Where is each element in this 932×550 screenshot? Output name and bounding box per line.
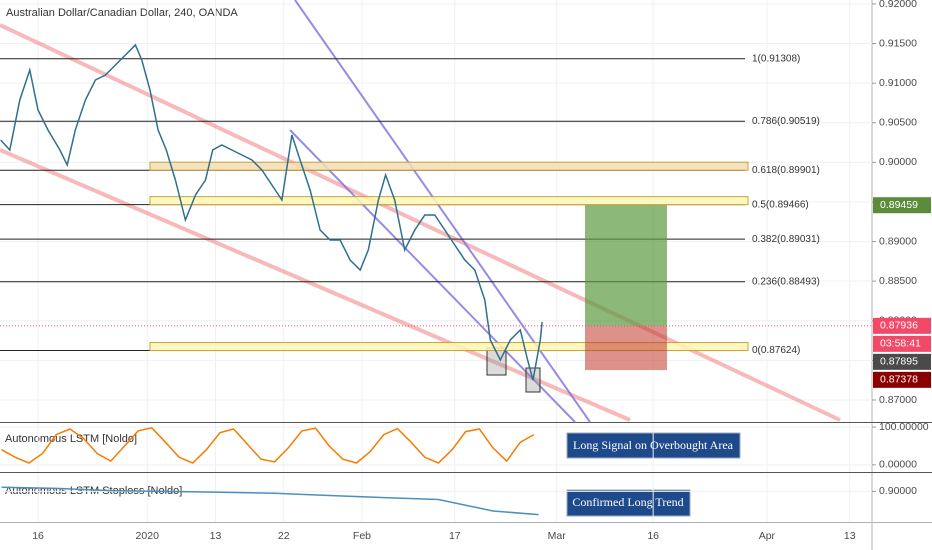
- trend-line: [0, 148, 631, 422]
- x-tick-label: 13: [844, 530, 856, 542]
- zone: [149, 342, 749, 352]
- fib-label: 0(0.87624): [752, 345, 800, 356]
- chart-title: Australian Dollar/Canadian Dollar, 240, …: [6, 7, 238, 19]
- price-label: 0.89459: [880, 199, 918, 211]
- price-line: [0, 43, 543, 381]
- zone: [149, 161, 749, 171]
- x-tick-label: 22: [278, 530, 290, 542]
- price-label-box: [873, 317, 931, 334]
- price-line: [1, 486, 539, 516]
- zone: [149, 196, 749, 206]
- y-tick-label: 0.91500: [879, 37, 917, 49]
- price-label-box: [873, 335, 931, 352]
- y-tick-label: 0.91000: [879, 77, 917, 89]
- y-tick-label: 0.90000: [879, 485, 917, 497]
- x-tick-label: 16: [32, 530, 44, 542]
- y-tick-label: 0.90500: [879, 117, 917, 129]
- channel-line: [289, 129, 576, 423]
- profit-zone: [585, 205, 667, 326]
- y-tick-label: 0.87000: [879, 394, 917, 406]
- x-tick-label: 17: [449, 530, 461, 542]
- price-label: 0.87936: [880, 320, 918, 332]
- fib-label: 0.786(0.90519): [752, 116, 820, 127]
- price-line: [1, 426, 535, 464]
- fib-label: 0.382(0.89031): [752, 234, 820, 245]
- price-label-box: [873, 353, 931, 370]
- price-label: 0.87378: [880, 374, 918, 386]
- fib-label: 0.5(0.89466): [752, 199, 809, 210]
- fib-label: 1(0.91308): [752, 53, 800, 64]
- price-label: 0.87895: [880, 356, 918, 368]
- y-tick-label: 0.89000: [879, 235, 917, 247]
- price-label: 03:58:41: [880, 338, 921, 350]
- y-tick-label: 0.92000: [879, 0, 917, 10]
- fib-label: 0.236(0.88493): [752, 276, 820, 287]
- y-tick-label: 0.00000: [879, 459, 917, 471]
- y-tick-label: 0.90000: [879, 156, 917, 168]
- x-tick-label: 16: [647, 530, 659, 542]
- x-tick-label: Feb: [353, 530, 371, 542]
- channel-line: [294, 0, 591, 423]
- x-tick-label: 2020: [136, 530, 160, 542]
- indicator-title: Autonomous LSTM [Noldo]: [5, 433, 137, 445]
- x-tick-label: Apr: [759, 530, 776, 542]
- fib-label: 0.618(0.89901): [752, 165, 820, 176]
- y-tick-label: 100.00000: [879, 421, 929, 433]
- price-label-box: [873, 371, 931, 388]
- x-tick-label: Mar: [548, 530, 567, 542]
- price-label-box: [873, 197, 931, 214]
- x-tick-label: 13: [210, 530, 222, 542]
- loss-zone: [585, 325, 667, 371]
- annotation-box: [566, 489, 691, 517]
- y-tick-label: 0.88500: [879, 275, 917, 287]
- annotation: Confirmed Long Trend: [572, 495, 683, 509]
